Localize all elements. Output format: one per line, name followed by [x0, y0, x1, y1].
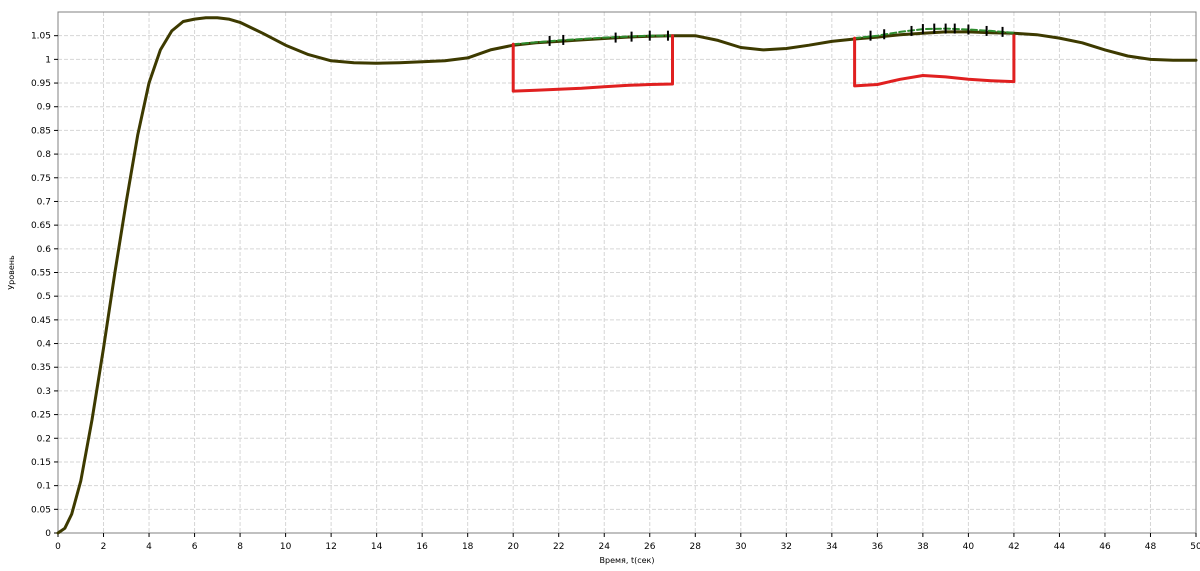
y-tick-label: 0.4	[37, 340, 52, 350]
y-tick-label: 0.8	[37, 150, 52, 160]
x-tick-label: 30	[735, 542, 747, 552]
x-tick-label: 20	[507, 542, 519, 552]
y-tick-label: 0.25	[31, 411, 51, 421]
x-tick-label: 46	[1099, 542, 1111, 552]
y-tick-label: 0.45	[31, 316, 51, 326]
x-tick-label: 18	[462, 542, 474, 552]
y-tick-label: 0.95	[31, 79, 51, 89]
y-axis-ticks: 0 0.05 0.1 0.15 0.2 0.25 0.3 0.35 0.4 0.45 0.5 0.55…	[31, 32, 58, 539]
y-tick-label: 0.1	[37, 482, 51, 492]
y-tick-label: 0.75	[31, 174, 51, 184]
y-tick-label: 0.05	[31, 505, 51, 515]
y-tick-label: 0.9	[37, 103, 52, 113]
x-tick-label: 4	[146, 542, 152, 552]
series-line-2	[512, 34, 674, 46]
x-tick-label: 14	[371, 542, 383, 552]
x-tick-label: 24	[599, 542, 611, 552]
y-tick-label: 0.55	[31, 269, 51, 279]
y-tick-label: 0.2	[37, 434, 51, 444]
x-axis-ticks: 0 2 4 6 8 10 12 14 16 18 20 22 24 26 28 30 32 34 36 38 40 42 4…	[55, 533, 1200, 552]
y-tick-label: 0.85	[31, 126, 51, 136]
x-tick-label: 32	[781, 542, 792, 552]
y-tick-label: 1.05	[31, 32, 51, 42]
y-tick-label: 0.3	[37, 387, 51, 397]
x-tick-label: 40	[963, 542, 975, 552]
x-tick-label: 50	[1190, 542, 1200, 552]
x-tick-label: 26	[644, 542, 656, 552]
markers-group	[548, 23, 1004, 46]
x-tick-label: 22	[553, 542, 564, 552]
y-tick-label: 0.6	[37, 245, 52, 255]
grid	[58, 12, 1196, 533]
y-tick-label: 0.15	[31, 458, 51, 468]
x-tick-label: 0	[55, 542, 61, 552]
y-tick-label: 0.65	[31, 221, 51, 231]
series-line-4	[511, 34, 674, 93]
series-line-5	[853, 34, 1016, 88]
x-tick-label: 28	[690, 542, 702, 552]
y-tick-label: 0.7	[37, 197, 51, 207]
x-tick-label: 12	[325, 542, 336, 552]
x-tick-label: 44	[1054, 542, 1066, 552]
y-tick-label: 0	[45, 529, 51, 539]
x-tick-label: 6	[192, 542, 198, 552]
x-tick-label: 34	[826, 542, 838, 552]
x-tick-label: 8	[237, 542, 243, 552]
y-tick-label: 1	[45, 55, 51, 65]
x-tick-label: 42	[1008, 542, 1019, 552]
x-tick-label: 38	[917, 542, 929, 552]
y-tick-label: 0.5	[37, 292, 51, 302]
x-tick-label: 16	[416, 542, 428, 552]
x-tick-label: 10	[280, 542, 292, 552]
x-tick-label: 36	[872, 542, 884, 552]
x-tick-label: 48	[1145, 542, 1157, 552]
y-tick-label: 0.35	[31, 363, 51, 373]
x-tick-label: 2	[101, 542, 107, 552]
y-axis-title: Уровень	[7, 255, 16, 290]
x-axis-title: Время, t(сек)	[600, 556, 655, 565]
